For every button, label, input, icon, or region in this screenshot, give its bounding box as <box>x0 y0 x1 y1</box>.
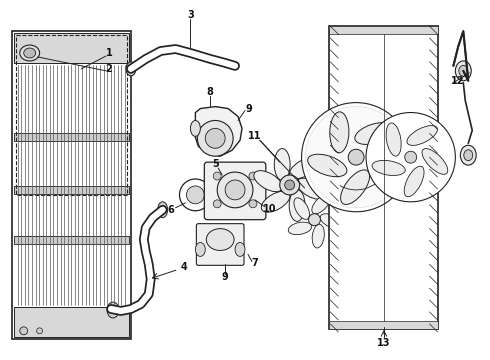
Text: 8: 8 <box>207 87 214 97</box>
Circle shape <box>20 327 28 335</box>
Text: 13: 13 <box>377 338 391 348</box>
Bar <box>12 31 131 339</box>
Circle shape <box>301 103 411 212</box>
Text: 7: 7 <box>251 258 258 268</box>
Text: 6: 6 <box>167 205 174 215</box>
Ellipse shape <box>312 224 324 248</box>
Bar <box>329 26 439 34</box>
Circle shape <box>309 214 320 226</box>
Ellipse shape <box>225 180 245 200</box>
Bar <box>14 133 129 141</box>
Circle shape <box>280 175 299 195</box>
Ellipse shape <box>297 178 325 199</box>
Text: 11: 11 <box>248 131 262 141</box>
Circle shape <box>205 129 225 148</box>
Bar <box>14 307 129 337</box>
Ellipse shape <box>126 62 136 76</box>
Text: 12: 12 <box>451 76 464 86</box>
Ellipse shape <box>404 166 424 197</box>
Ellipse shape <box>196 243 205 256</box>
Text: 2: 2 <box>106 64 112 74</box>
Ellipse shape <box>341 170 369 204</box>
Ellipse shape <box>308 154 347 177</box>
Ellipse shape <box>24 48 36 58</box>
Ellipse shape <box>254 171 282 192</box>
Circle shape <box>179 179 211 211</box>
Ellipse shape <box>235 243 245 256</box>
Text: 5: 5 <box>212 159 219 169</box>
Ellipse shape <box>355 123 394 144</box>
Ellipse shape <box>459 66 468 76</box>
Ellipse shape <box>372 161 405 175</box>
Text: 4: 4 <box>181 262 188 272</box>
Ellipse shape <box>370 150 398 185</box>
Ellipse shape <box>294 198 310 220</box>
Text: 10: 10 <box>263 204 276 214</box>
Ellipse shape <box>289 190 305 221</box>
Bar <box>329 26 439 329</box>
Ellipse shape <box>158 202 168 218</box>
Circle shape <box>249 172 257 180</box>
Bar <box>14 236 129 244</box>
Circle shape <box>405 151 416 163</box>
FancyBboxPatch shape <box>196 224 244 265</box>
Circle shape <box>197 121 233 156</box>
Ellipse shape <box>407 126 438 145</box>
Circle shape <box>213 172 221 180</box>
Circle shape <box>213 200 221 208</box>
Circle shape <box>187 186 204 204</box>
Bar <box>16 35 127 195</box>
Ellipse shape <box>464 150 473 161</box>
Ellipse shape <box>290 158 318 179</box>
Ellipse shape <box>274 149 290 180</box>
Ellipse shape <box>206 229 234 251</box>
Text: 3: 3 <box>187 10 194 20</box>
Circle shape <box>348 149 364 165</box>
Circle shape <box>285 180 294 190</box>
Ellipse shape <box>386 123 401 156</box>
FancyBboxPatch shape <box>204 162 266 220</box>
Ellipse shape <box>191 121 200 136</box>
Ellipse shape <box>460 145 476 165</box>
Ellipse shape <box>330 112 349 153</box>
Ellipse shape <box>422 149 448 174</box>
Ellipse shape <box>455 61 471 81</box>
Bar <box>14 33 129 63</box>
Ellipse shape <box>217 172 253 208</box>
Ellipse shape <box>20 45 40 61</box>
Ellipse shape <box>312 194 330 214</box>
Circle shape <box>37 328 43 334</box>
Text: 9: 9 <box>222 272 228 282</box>
Polygon shape <box>195 107 242 156</box>
Bar <box>329 321 439 329</box>
Ellipse shape <box>320 214 343 229</box>
Ellipse shape <box>261 191 290 212</box>
Circle shape <box>306 107 407 208</box>
Circle shape <box>366 113 455 202</box>
Text: 9: 9 <box>245 104 252 113</box>
Ellipse shape <box>107 302 119 318</box>
Bar <box>14 186 129 194</box>
Circle shape <box>249 200 257 208</box>
Ellipse shape <box>288 222 312 235</box>
Text: 1: 1 <box>106 48 112 58</box>
